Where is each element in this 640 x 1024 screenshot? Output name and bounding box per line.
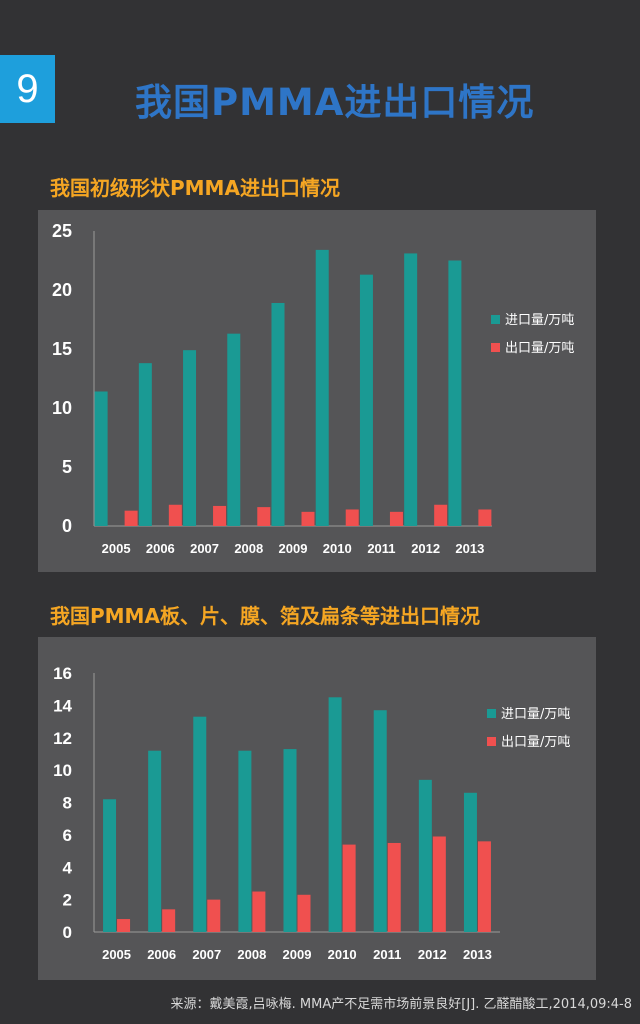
chart1-bar-import: [138, 363, 152, 526]
chart1-bar-export: [124, 510, 138, 526]
chart2-y-tick-label: 12: [53, 729, 72, 748]
chart1-x-tick-label: 2011: [367, 541, 395, 556]
chart1-x-tick-label: 2009: [279, 541, 308, 556]
chart2-bar-import: [418, 779, 432, 932]
chart1-legend-swatch: [491, 343, 500, 352]
chart1-bar-import: [359, 274, 373, 526]
chart2-bar-import: [283, 749, 297, 932]
chart1-y-tick-label: 10: [52, 398, 72, 418]
chart1-bar-import: [315, 249, 329, 526]
page-title: 我国PMMA进出口情况: [135, 81, 535, 124]
chart2-bar-export: [432, 836, 446, 932]
chart2-x-tick-label: 2006: [147, 947, 176, 962]
chart1-bar-import: [448, 260, 462, 526]
chart2-x-tick-label: 2010: [328, 947, 357, 962]
chart2-bar-import: [193, 716, 207, 932]
chart1-bar-export: [168, 504, 182, 526]
chart1-panel: 0 5 10 15 20 25 2005 2006 2007 2008 2009 2010 2011 20…: [38, 210, 596, 572]
chart2-legend-swatch: [487, 737, 496, 746]
chart2-bar-import: [463, 792, 477, 932]
chart1-svg: 0 5 10 15 20 25 2005 2006 2007 2008 2009 2010 2011 20…: [52, 221, 574, 556]
chart2-bar-export: [162, 909, 176, 932]
chart2-bar-import: [328, 697, 342, 932]
chart1-legend-label: 出口量/万吨: [505, 341, 574, 356]
chart2-y-tick-label: 0: [63, 923, 72, 942]
chart1-y-tick-label: 15: [52, 339, 72, 359]
chart2-y-tick-label: 8: [63, 794, 72, 813]
chart1-bar-import: [227, 333, 241, 526]
chart2-bar-import: [373, 710, 387, 932]
chart1-bar-export: [389, 511, 403, 526]
chart1-bar-export: [478, 509, 492, 526]
chart2-bar-import: [148, 750, 162, 932]
chart1-y-tick-label: 0: [62, 516, 72, 536]
chart1-legend-swatch: [491, 315, 500, 324]
chart1-x-tick-label: 2013: [455, 541, 484, 556]
chart2-bar-export: [342, 844, 356, 932]
chart2-bar-export: [252, 891, 266, 932]
chart1-bar-export: [434, 504, 448, 526]
chart2-y-tick-label: 6: [63, 826, 72, 845]
page-number-badge: 9: [0, 55, 55, 123]
chart1-x-tick-label: 2010: [323, 541, 352, 556]
source-citation: 来源：戴美霞,吕咏梅. MMA产不足需市场前景良好[J]. 乙醛醋酸工,2014…: [170, 997, 632, 1012]
chart1-bar-import: [183, 350, 197, 526]
chart2-bar-import: [238, 750, 252, 932]
chart1-bar-export: [345, 509, 359, 526]
page-number: 9: [16, 66, 39, 111]
chart1-bar-export: [257, 507, 271, 526]
chart1-title: 我国初级形状PMMA进出口情况: [50, 176, 340, 200]
chart2-bar-export: [297, 894, 311, 932]
chart1-bar-export: [213, 505, 227, 526]
chart2-bar-export: [477, 841, 491, 932]
chart2-bar-export: [117, 919, 131, 932]
chart2-y-tick-label: 14: [53, 696, 72, 715]
chart1-x-tick-label: 2006: [146, 541, 175, 556]
chart1-bar-import: [404, 253, 418, 527]
chart2-legend-label: 出口量/万吨: [501, 735, 570, 750]
chart1-y-tick-label: 25: [52, 221, 72, 241]
chart1-x-tick-label: 2005: [102, 541, 131, 556]
chart2-y-tick-label: 2: [63, 891, 72, 910]
chart2-x-tick-label: 2012: [418, 947, 447, 962]
chart2-bar-export: [207, 899, 221, 932]
chart2-y-tick-label: 10: [53, 761, 72, 780]
chart1-y-tick-label: 20: [52, 280, 72, 300]
chart1-bar-export: [301, 511, 315, 526]
chart1-x-tick-label: 2012: [411, 541, 440, 556]
chart2-x-tick-label: 2005: [102, 947, 131, 962]
chart2-legend-swatch: [487, 709, 496, 718]
chart1-y-tick-label: 5: [62, 457, 72, 477]
chart2-x-tick-label: 2009: [283, 947, 312, 962]
chart1-legend-label: 进口量/万吨: [505, 313, 574, 328]
chart2-legend-label: 进口量/万吨: [501, 707, 570, 722]
chart1-x-tick-label: 2007: [190, 541, 219, 556]
chart2-title: 我国PMMA板、片、膜、箔及扁条等进出口情况: [50, 604, 480, 628]
chart1-x-tick-label: 2008: [234, 541, 263, 556]
chart2-svg: 0 2 4 6 8 10 12 14 16 2005 2006 2007 2008 2009 2010 201…: [53, 664, 570, 962]
chart2-bar-export: [387, 842, 401, 932]
chart1-bar-import: [94, 391, 108, 526]
chart2-panel: 0 2 4 6 8 10 12 14 16 2005 2006 2007 2008 2009 2010 201…: [38, 637, 596, 980]
chart2-y-tick-label: 16: [53, 664, 72, 683]
chart2-x-tick-label: 2008: [237, 947, 266, 962]
chart2-x-tick-label: 2007: [192, 947, 221, 962]
chart2-x-tick-label: 2011: [373, 947, 401, 962]
chart1-bar-import: [271, 302, 285, 526]
chart2-bar-import: [103, 799, 117, 932]
chart2-y-tick-label: 4: [63, 858, 73, 877]
chart2-x-tick-label: 2013: [463, 947, 492, 962]
